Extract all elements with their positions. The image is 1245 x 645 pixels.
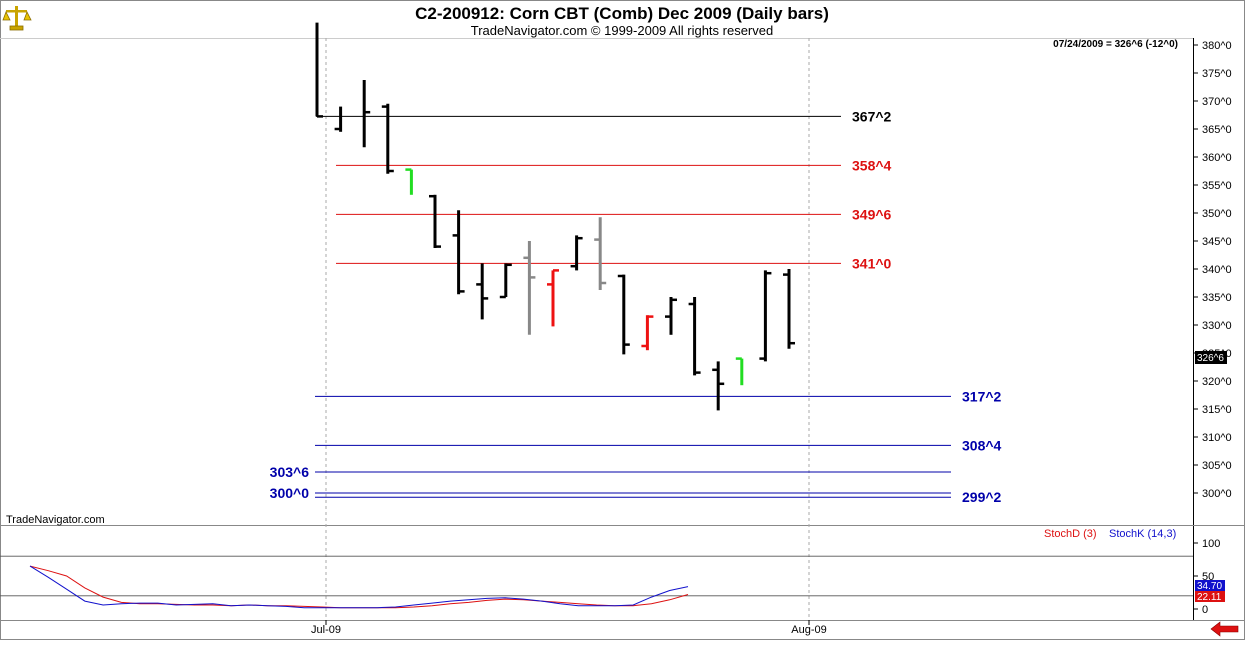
price-axis-label: 375^0 <box>1202 68 1232 80</box>
price-axis-label: 320^0 <box>1202 376 1232 388</box>
price-level-label: 303^6 <box>270 464 310 480</box>
ohlc-bar <box>381 103 394 174</box>
copyright-text: TradeNavigator.com © 1999-2009 All right… <box>471 23 773 38</box>
price-axis-label: 370^0 <box>1202 96 1232 108</box>
ohlc-bar <box>617 274 630 355</box>
ohlc-bar <box>499 263 512 299</box>
price-grid <box>325 38 810 620</box>
price-axis-label: 340^0 <box>1202 264 1232 276</box>
date-axis: Jul-09 Aug-09 <box>311 620 827 636</box>
price-axis-label: 300^0 <box>1202 488 1232 500</box>
ohlc-bar <box>570 235 583 271</box>
ohlc-bar <box>547 269 559 327</box>
ohlc-bar <box>759 270 772 362</box>
ohlc-bar <box>334 106 343 132</box>
ohlc-bar <box>641 315 654 351</box>
ohlc-bar <box>665 297 677 335</box>
stoch-k-value-tag-bg <box>1195 580 1225 591</box>
stoch-axis-label: 0 <box>1202 604 1208 616</box>
quote-readout: 07/24/2009 = 326^6 (-12^0) <box>1053 39 1178 50</box>
price-bars <box>315 22 795 411</box>
price-axis-label: 345^0 <box>1202 236 1232 248</box>
price-levels: 367^2 358^4 349^6 341^0 317^2 308^4 303^6 300^0… <box>270 108 1002 505</box>
price-level-label: 308^4 <box>962 437 1002 453</box>
last-price-tag: 326^6 <box>1197 353 1224 364</box>
ohlc-bar <box>362 80 371 148</box>
price-axis-label: 335^0 <box>1202 292 1232 304</box>
price-axis-label: 365^0 <box>1202 124 1232 136</box>
price-axis-label: 350^0 <box>1202 208 1232 220</box>
price-level-label: 349^6 <box>852 206 892 222</box>
price-level-label: 367^2 <box>852 108 892 124</box>
price-axis-label: 310^0 <box>1202 432 1232 444</box>
stoch-axis-label: 100 <box>1202 538 1220 550</box>
price-level-label: 317^2 <box>962 388 1002 404</box>
stoch-d-value-tag: 22.11 <box>1197 592 1222 603</box>
ohlc-bar <box>405 168 413 195</box>
price-level-label: 358^4 <box>852 157 892 173</box>
price-axis-label: 380^0 <box>1202 40 1232 52</box>
watermark-text: TradeNavigator.com <box>6 514 105 526</box>
price-axis-label: 360^0 <box>1202 152 1232 164</box>
ohlc-bar <box>315 22 323 118</box>
ohlc-bar <box>688 297 701 376</box>
last-price-tag-bg <box>1195 351 1227 364</box>
price-axis-label: 355^0 <box>1202 180 1232 192</box>
ohlc-bar <box>476 263 489 320</box>
stoch-legend-d: StochD (3) <box>1044 528 1097 540</box>
price-axis-label: 330^0 <box>1202 320 1232 332</box>
ohlc-bar <box>452 210 465 295</box>
date-axis-label: Aug-09 <box>791 624 826 636</box>
scales-logo-icon[interactable] <box>2 6 32 31</box>
ohlc-bar <box>735 357 744 386</box>
ohlc-bar <box>429 194 441 248</box>
price-axis: 380^0 375^0 370^0 365^0 360^0 355^0 350^0 345^0… <box>1193 40 1232 500</box>
price-level-label: 299^2 <box>962 489 1002 505</box>
price-level-label: 341^0 <box>852 255 892 271</box>
ohlc-bar <box>594 217 607 290</box>
stoch-legend-k: StochK (14,3) <box>1109 528 1176 540</box>
date-axis-label: Jul-09 <box>311 624 341 636</box>
left-arrow-icon[interactable] <box>1208 621 1242 637</box>
ohlc-bar <box>523 241 536 335</box>
stoch-d-value-tag-bg <box>1195 591 1225 602</box>
price-level-label: 300^0 <box>270 485 310 501</box>
price-axis-label: 305^0 <box>1202 460 1232 472</box>
ohlc-bar <box>783 269 795 349</box>
stoch-k-value-tag: 34.70 <box>1197 581 1222 592</box>
price-axis-label: 315^0 <box>1202 404 1232 416</box>
stoch-series-line <box>29 565 689 609</box>
ohlc-bar <box>712 361 725 411</box>
chart-title: C2-200912: Corn CBT (Comb) Dec 2009 (Dai… <box>415 4 829 23</box>
